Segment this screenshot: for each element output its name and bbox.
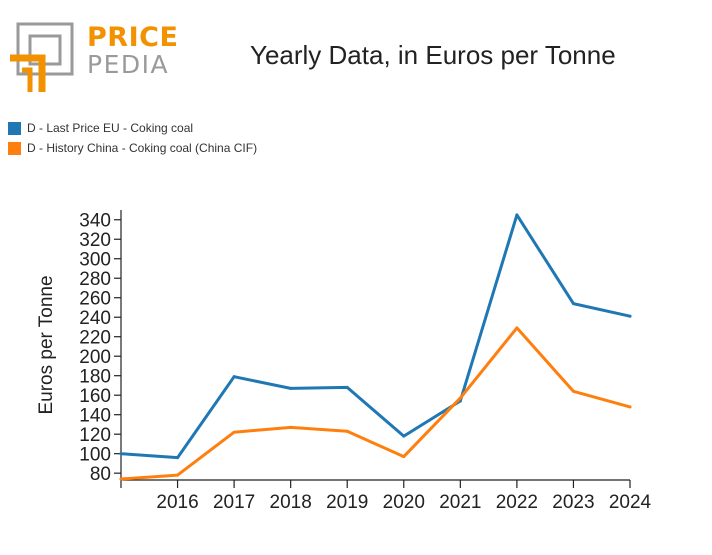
y-tick-label: 100 [79,445,111,466]
logo-text-pedia: PEDIA [87,50,170,79]
data-point-series-2 [176,473,180,477]
x-tick-label: 2022 [496,492,538,513]
chart-legend: D - Last Price EU - Coking coal D - Hist… [8,118,257,158]
legend-swatch-series-1 [8,121,21,135]
data-point-series-2 [345,429,349,433]
y-tick-label: 340 [79,211,111,232]
y-tick-label: 280 [79,269,111,290]
legend-item-series-1[interactable]: D - Last Price EU - Coking coal [8,118,257,138]
logo-mark-icon [10,22,74,92]
x-tick-label: 2021 [439,492,481,513]
series-line-2 [119,326,632,481]
y-tick-label: 300 [79,250,111,271]
data-point-series-2 [571,389,575,393]
x-tick-label: 2020 [383,492,425,513]
x-tick-label: 2023 [552,492,594,513]
y-tick-label: 180 [79,367,111,388]
y-tick-label: 240 [79,308,111,329]
y-tick-label: 80 [90,464,111,485]
data-point-series-1 [232,375,236,379]
data-point-series-2 [119,477,123,481]
legend-swatch-series-2 [8,141,21,155]
y-tick-label: 200 [79,347,111,368]
data-point-series-2 [515,326,519,330]
logo-text-price: PRICE [87,22,179,53]
y-tick-label: 320 [79,230,111,251]
y-tick-label: 160 [79,386,111,407]
series-lines [119,213,632,481]
data-point-series-2 [628,405,632,409]
data-point-series-1 [515,213,519,217]
data-point-series-1 [289,386,293,390]
x-tick-label: 2024 [609,492,652,513]
y-axis: 8010012014016018020022024026028030032034… [79,210,122,485]
x-tick-label: 2018 [270,492,312,513]
y-tick-label: 260 [79,289,111,310]
x-axis: 2016 2017 2018 2019 2020 2021 2022 2023 2024 [120,479,652,513]
data-point-series-1 [176,456,180,460]
data-point-series-1 [628,314,632,318]
data-point-series-1 [402,434,406,438]
data-point-series-2 [232,430,236,434]
data-point-series-2 [402,455,406,459]
y-tick-label: 120 [79,425,111,446]
data-point-series-1 [571,302,575,306]
y-tick-label: 140 [79,406,111,427]
chart-title: Yearly Data, in Euros per Tonne [250,40,616,70]
data-point-series-1 [119,452,123,456]
x-tick-label: 2019 [326,492,368,513]
y-axis-label: Euros per Tonne [36,275,57,414]
x-tick-label: 2016 [156,492,198,513]
series-line-1 [119,213,632,460]
y-tick-label: 220 [79,328,111,349]
x-tick-label: 2017 [213,492,255,513]
legend-label-series-2: D - History China - Coking coal (China C… [27,141,258,155]
data-point-series-2 [289,425,293,429]
data-point-series-1 [345,385,349,389]
data-point-series-2 [458,396,462,400]
legend-item-series-2[interactable]: D - History China - Coking coal (China C… [8,138,257,158]
legend-label-series-1: D - Last Price EU - Coking coal [27,121,194,135]
pricepedia-logo: PRICE PEDIA [8,22,178,94]
